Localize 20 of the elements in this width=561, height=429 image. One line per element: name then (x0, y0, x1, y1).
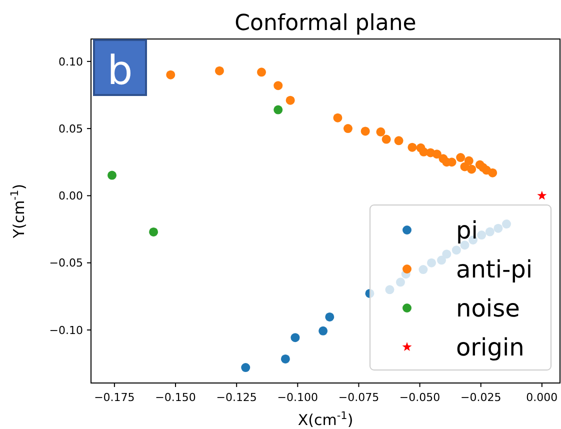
x-tick-label: −0.175 (94, 391, 135, 404)
legend-label: anti-pi (456, 255, 533, 284)
legend-label: origin (456, 333, 524, 362)
x-tick-label: 0.000 (526, 391, 558, 404)
legend-label: pi (456, 216, 478, 244)
x-axis-title: X(cm$^{-1}$) (298, 410, 354, 429)
x-tick-label: −0.050 (399, 391, 440, 404)
x-tick-label: −0.125 (216, 391, 257, 404)
x-tick-label: −0.075 (338, 391, 380, 404)
y-tick-label: 0.00 (58, 190, 83, 203)
x-tick-label: −0.025 (460, 391, 502, 404)
legend-label: noise (456, 294, 520, 322)
y-tick-label: −0.05 (49, 256, 83, 270)
y-tick-label: 0.05 (58, 122, 83, 136)
x-tick-label: −0.100 (277, 391, 318, 404)
y-tick-label: 0.10 (58, 55, 83, 68)
chart-title: Conformal plane (234, 11, 416, 36)
annotation: b (107, 48, 133, 94)
y-tick-label: −0.10 (49, 324, 83, 337)
x-tick-label: −0.150 (155, 391, 196, 404)
